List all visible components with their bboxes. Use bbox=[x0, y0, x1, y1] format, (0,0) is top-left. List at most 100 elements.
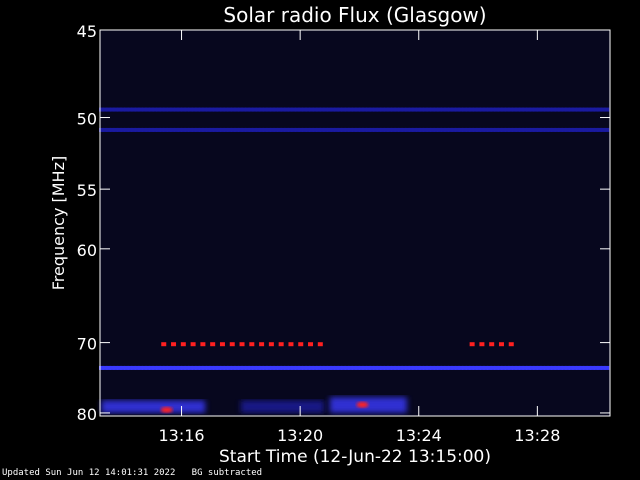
band-dot bbox=[123, 127, 129, 132]
band-dot bbox=[433, 365, 439, 370]
band-dot bbox=[525, 127, 531, 132]
band-dot bbox=[525, 107, 531, 112]
band-dot bbox=[419, 365, 425, 370]
band-dot bbox=[465, 127, 471, 132]
band-dot bbox=[572, 365, 578, 370]
band-dot bbox=[543, 107, 549, 112]
band-dot bbox=[195, 107, 201, 112]
band-dot bbox=[461, 127, 467, 132]
band-dot bbox=[557, 127, 563, 132]
band-dot bbox=[173, 127, 179, 132]
band-dot bbox=[113, 107, 119, 112]
band-dot bbox=[593, 365, 599, 370]
band-dot bbox=[219, 107, 225, 112]
band-dot bbox=[429, 107, 435, 112]
band-dot bbox=[170, 365, 176, 370]
band-dot bbox=[98, 107, 104, 112]
y-axis-label: Frequency [MHz] bbox=[49, 156, 68, 290]
band-dot bbox=[575, 127, 581, 132]
background-note: BG subtracted bbox=[191, 468, 263, 478]
band-dot bbox=[294, 127, 300, 132]
band-dot bbox=[305, 365, 311, 370]
band-dot bbox=[501, 127, 507, 132]
x-axis: 13:16 13:20 13:24 13:28 bbox=[158, 30, 560, 445]
band-dot bbox=[451, 127, 457, 132]
band-dot bbox=[294, 365, 300, 370]
band-dot bbox=[365, 365, 371, 370]
band-dot bbox=[419, 127, 425, 132]
band-dot bbox=[547, 365, 553, 370]
band-dot bbox=[288, 342, 294, 347]
band-dot bbox=[219, 127, 225, 132]
band-dot bbox=[234, 127, 240, 132]
band-dot bbox=[116, 107, 122, 112]
band-dot bbox=[145, 365, 151, 370]
band-dot bbox=[227, 107, 233, 112]
band-dot bbox=[597, 127, 603, 132]
band-dot bbox=[479, 127, 485, 132]
band-dot bbox=[422, 365, 428, 370]
band-dot bbox=[540, 107, 546, 112]
band-dot bbox=[497, 127, 503, 132]
band-dot bbox=[408, 127, 414, 132]
band-dot bbox=[159, 107, 165, 112]
band-dot bbox=[547, 107, 553, 112]
band-dot bbox=[433, 107, 439, 112]
band-dot bbox=[180, 127, 186, 132]
band-dot bbox=[440, 107, 446, 112]
band-dot bbox=[557, 107, 563, 112]
band-dot bbox=[249, 342, 255, 347]
band-dot bbox=[269, 107, 275, 112]
band-dot bbox=[326, 365, 332, 370]
band-dot bbox=[234, 365, 240, 370]
band-dot bbox=[465, 365, 471, 370]
band-dot bbox=[426, 365, 432, 370]
band-dot bbox=[365, 127, 371, 132]
band-dot bbox=[479, 107, 485, 112]
band-dot bbox=[490, 127, 496, 132]
band-dot bbox=[333, 127, 339, 132]
band-dot bbox=[255, 127, 261, 132]
band-dot bbox=[369, 107, 375, 112]
plot-frame bbox=[99, 29, 611, 417]
band-dot bbox=[508, 127, 514, 132]
band-dot bbox=[227, 127, 233, 132]
spectrogram-features bbox=[98, 107, 610, 413]
band-dot bbox=[497, 365, 503, 370]
band-dot bbox=[337, 107, 343, 112]
band-dot bbox=[344, 127, 350, 132]
band-dot bbox=[291, 127, 297, 132]
band-dot bbox=[301, 365, 307, 370]
band-dot bbox=[600, 107, 606, 112]
band-dot bbox=[316, 365, 322, 370]
band-dot bbox=[177, 365, 183, 370]
band-dot bbox=[106, 107, 112, 112]
band-dot bbox=[355, 365, 361, 370]
band-dot bbox=[565, 365, 571, 370]
band-dot bbox=[187, 107, 193, 112]
band-dot bbox=[515, 107, 521, 112]
band-dot bbox=[180, 107, 186, 112]
band-dot bbox=[127, 107, 133, 112]
band-dot bbox=[372, 107, 378, 112]
band-dot bbox=[401, 127, 407, 132]
band-dot bbox=[355, 127, 361, 132]
band-dot bbox=[458, 127, 464, 132]
band-dot bbox=[284, 107, 290, 112]
band-dot bbox=[344, 365, 350, 370]
band-dot bbox=[308, 107, 314, 112]
band-dot bbox=[426, 107, 432, 112]
band-dot bbox=[515, 365, 521, 370]
band-dot bbox=[212, 365, 218, 370]
band-dot bbox=[415, 365, 421, 370]
band-dot bbox=[533, 365, 539, 370]
band-dot bbox=[120, 107, 126, 112]
band-dot bbox=[323, 365, 329, 370]
band-dot bbox=[152, 127, 158, 132]
band-dot bbox=[195, 127, 201, 132]
band-dot bbox=[187, 365, 193, 370]
band-dot bbox=[163, 365, 169, 370]
band-dot bbox=[191, 127, 197, 132]
y-tick-label: 45 bbox=[77, 22, 97, 41]
band-dot bbox=[323, 127, 329, 132]
